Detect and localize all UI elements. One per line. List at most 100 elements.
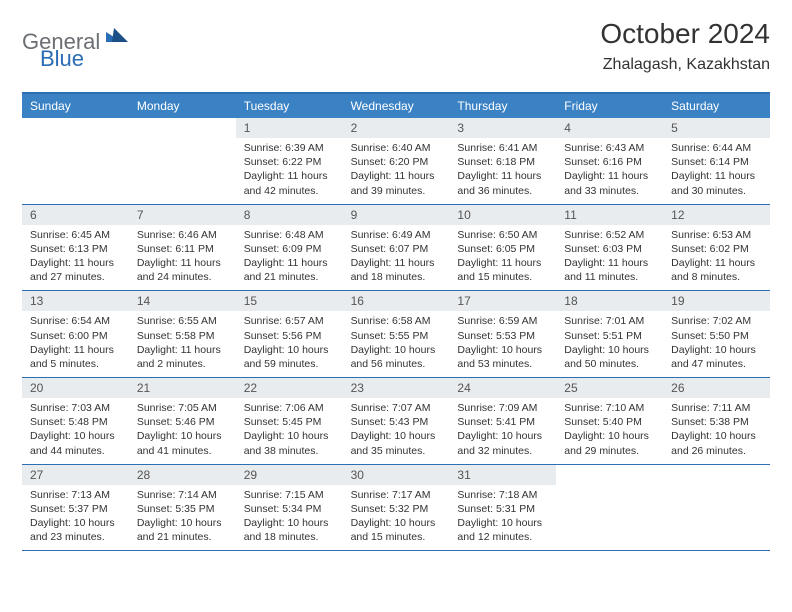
day-number: 30 [343, 465, 450, 485]
sunrise-text: Sunrise: 6:39 AM [244, 141, 335, 155]
weekday-header: Wednesday [343, 94, 450, 118]
day-cell: 6Sunrise: 6:45 AMSunset: 6:13 PMDaylight… [22, 205, 129, 291]
day-cell: 4Sunrise: 6:43 AMSunset: 6:16 PMDaylight… [556, 118, 663, 204]
weekday-header-row: Sunday Monday Tuesday Wednesday Thursday… [22, 94, 770, 118]
sunset-text: Sunset: 6:18 PM [457, 155, 548, 169]
location-label: Zhalagash, Kazakhstan [600, 56, 770, 74]
sunrise-text: Sunrise: 6:53 AM [671, 228, 762, 242]
sunset-text: Sunset: 5:48 PM [30, 415, 121, 429]
sunrise-text: Sunrise: 7:07 AM [351, 401, 442, 415]
day-info: Sunrise: 6:44 AMSunset: 6:14 PMDaylight:… [663, 138, 770, 204]
day-cell: 1Sunrise: 6:39 AMSunset: 6:22 PMDaylight… [236, 118, 343, 204]
sunrise-text: Sunrise: 6:58 AM [351, 314, 442, 328]
week-row: 27Sunrise: 7:13 AMSunset: 5:37 PMDayligh… [22, 465, 770, 552]
day-info: Sunrise: 7:03 AMSunset: 5:48 PMDaylight:… [22, 398, 129, 464]
day-cell: 14Sunrise: 6:55 AMSunset: 5:58 PMDayligh… [129, 291, 236, 377]
daylight-text: Daylight: 10 hours and 38 minutes. [244, 429, 335, 457]
day-number: 14 [129, 291, 236, 311]
sunset-text: Sunset: 6:00 PM [30, 329, 121, 343]
sunrise-text: Sunrise: 7:15 AM [244, 488, 335, 502]
day-cell [129, 118, 236, 204]
sunrise-text: Sunrise: 6:52 AM [564, 228, 655, 242]
daylight-text: Daylight: 10 hours and 59 minutes. [244, 343, 335, 371]
sunset-text: Sunset: 6:02 PM [671, 242, 762, 256]
sunset-text: Sunset: 5:55 PM [351, 329, 442, 343]
page-header: General October 2024 Zhalagash, Kazakhst… [22, 18, 770, 74]
daylight-text: Daylight: 10 hours and 56 minutes. [351, 343, 442, 371]
day-cell: 23Sunrise: 7:07 AMSunset: 5:43 PMDayligh… [343, 378, 450, 464]
brand-mark-icon [106, 26, 128, 47]
daylight-text: Daylight: 11 hours and 11 minutes. [564, 256, 655, 284]
sunset-text: Sunset: 5:50 PM [671, 329, 762, 343]
sunset-text: Sunset: 6:11 PM [137, 242, 228, 256]
sunrise-text: Sunrise: 7:01 AM [564, 314, 655, 328]
sunset-text: Sunset: 5:58 PM [137, 329, 228, 343]
day-number: 5 [663, 118, 770, 138]
day-cell [22, 118, 129, 204]
weekday-header: Friday [556, 94, 663, 118]
week-row: 6Sunrise: 6:45 AMSunset: 6:13 PMDaylight… [22, 205, 770, 292]
day-cell: 12Sunrise: 6:53 AMSunset: 6:02 PMDayligh… [663, 205, 770, 291]
day-cell: 2Sunrise: 6:40 AMSunset: 6:20 PMDaylight… [343, 118, 450, 204]
daylight-text: Daylight: 10 hours and 35 minutes. [351, 429, 442, 457]
day-info: Sunrise: 7:13 AMSunset: 5:37 PMDaylight:… [22, 485, 129, 551]
daylight-text: Daylight: 11 hours and 27 minutes. [30, 256, 121, 284]
daylight-text: Daylight: 10 hours and 47 minutes. [671, 343, 762, 371]
day-cell: 28Sunrise: 7:14 AMSunset: 5:35 PMDayligh… [129, 465, 236, 551]
day-number: 12 [663, 205, 770, 225]
day-number: 13 [22, 291, 129, 311]
daylight-text: Daylight: 10 hours and 50 minutes. [564, 343, 655, 371]
day-cell: 31Sunrise: 7:18 AMSunset: 5:31 PMDayligh… [449, 465, 556, 551]
daylight-text: Daylight: 10 hours and 26 minutes. [671, 429, 762, 457]
day-number: 15 [236, 291, 343, 311]
day-number: 19 [663, 291, 770, 311]
day-cell: 26Sunrise: 7:11 AMSunset: 5:38 PMDayligh… [663, 378, 770, 464]
day-cell: 11Sunrise: 6:52 AMSunset: 6:03 PMDayligh… [556, 205, 663, 291]
sunrise-text: Sunrise: 7:10 AM [564, 401, 655, 415]
day-cell [556, 465, 663, 551]
day-number: 31 [449, 465, 556, 485]
day-number: 4 [556, 118, 663, 138]
sunset-text: Sunset: 6:05 PM [457, 242, 548, 256]
day-number: 3 [449, 118, 556, 138]
day-info: Sunrise: 6:57 AMSunset: 5:56 PMDaylight:… [236, 311, 343, 377]
weekday-header: Tuesday [236, 94, 343, 118]
sunset-text: Sunset: 6:07 PM [351, 242, 442, 256]
week-row: 13Sunrise: 6:54 AMSunset: 6:00 PMDayligh… [22, 291, 770, 378]
day-info: Sunrise: 7:17 AMSunset: 5:32 PMDaylight:… [343, 485, 450, 551]
day-info: Sunrise: 6:46 AMSunset: 6:11 PMDaylight:… [129, 225, 236, 291]
day-number: 1 [236, 118, 343, 138]
day-number: 7 [129, 205, 236, 225]
day-info: Sunrise: 7:10 AMSunset: 5:40 PMDaylight:… [556, 398, 663, 464]
brand-word-2: Blue [40, 46, 84, 71]
sunrise-text: Sunrise: 7:02 AM [671, 314, 762, 328]
sunrise-text: Sunrise: 6:50 AM [457, 228, 548, 242]
daylight-text: Daylight: 11 hours and 5 minutes. [30, 343, 121, 371]
day-info: Sunrise: 6:40 AMSunset: 6:20 PMDaylight:… [343, 138, 450, 204]
day-number: 2 [343, 118, 450, 138]
day-cell: 29Sunrise: 7:15 AMSunset: 5:34 PMDayligh… [236, 465, 343, 551]
day-cell: 5Sunrise: 6:44 AMSunset: 6:14 PMDaylight… [663, 118, 770, 204]
day-cell: 16Sunrise: 6:58 AMSunset: 5:55 PMDayligh… [343, 291, 450, 377]
daylight-text: Daylight: 11 hours and 30 minutes. [671, 169, 762, 197]
sunrise-text: Sunrise: 7:17 AM [351, 488, 442, 502]
daylight-text: Daylight: 10 hours and 23 minutes. [30, 516, 121, 544]
day-cell: 25Sunrise: 7:10 AMSunset: 5:40 PMDayligh… [556, 378, 663, 464]
sunset-text: Sunset: 5:37 PM [30, 502, 121, 516]
daylight-text: Daylight: 10 hours and 18 minutes. [244, 516, 335, 544]
sunrise-text: Sunrise: 7:18 AM [457, 488, 548, 502]
sunset-text: Sunset: 6:13 PM [30, 242, 121, 256]
daylight-text: Daylight: 10 hours and 41 minutes. [137, 429, 228, 457]
day-cell: 27Sunrise: 7:13 AMSunset: 5:37 PMDayligh… [22, 465, 129, 551]
day-info: Sunrise: 6:39 AMSunset: 6:22 PMDaylight:… [236, 138, 343, 204]
daylight-text: Daylight: 11 hours and 18 minutes. [351, 256, 442, 284]
day-cell: 17Sunrise: 6:59 AMSunset: 5:53 PMDayligh… [449, 291, 556, 377]
day-number: 20 [22, 378, 129, 398]
day-info: Sunrise: 7:14 AMSunset: 5:35 PMDaylight:… [129, 485, 236, 551]
sunrise-text: Sunrise: 7:06 AM [244, 401, 335, 415]
sunset-text: Sunset: 6:16 PM [564, 155, 655, 169]
sunrise-text: Sunrise: 6:44 AM [671, 141, 762, 155]
day-info: Sunrise: 6:52 AMSunset: 6:03 PMDaylight:… [556, 225, 663, 291]
daylight-text: Daylight: 11 hours and 39 minutes. [351, 169, 442, 197]
month-title: October 2024 [600, 18, 770, 50]
